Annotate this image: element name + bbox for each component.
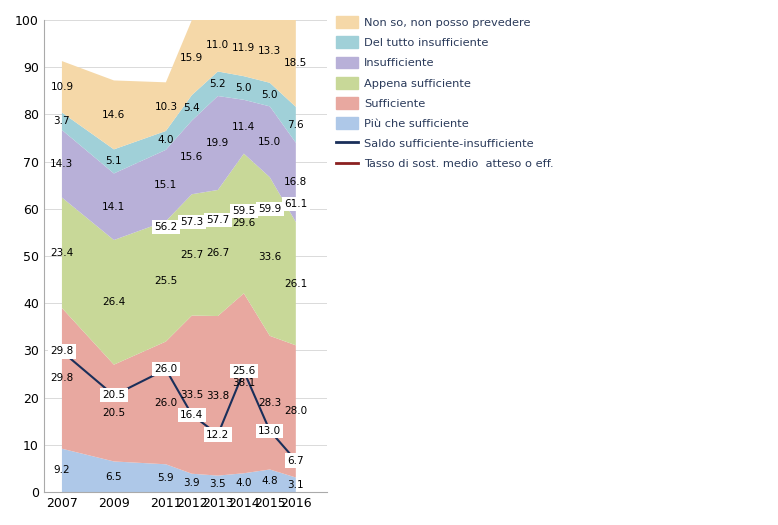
Text: 13.3: 13.3 [258, 46, 282, 56]
Text: 26.7: 26.7 [206, 248, 230, 258]
Text: 20.5: 20.5 [103, 408, 125, 418]
Text: 5.2: 5.2 [209, 79, 226, 89]
Text: 29.8: 29.8 [51, 346, 74, 356]
Text: 5.0: 5.0 [236, 83, 252, 93]
Text: 14.1: 14.1 [102, 202, 125, 212]
Text: 4.8: 4.8 [261, 476, 279, 486]
Text: 3.7: 3.7 [54, 116, 70, 127]
Text: 9.2: 9.2 [54, 466, 70, 476]
Text: 5.0: 5.0 [261, 90, 278, 100]
Text: 16.4: 16.4 [180, 410, 204, 419]
Text: 15.9: 15.9 [180, 52, 204, 62]
Text: 10.3: 10.3 [154, 102, 177, 112]
Text: 6.7: 6.7 [288, 456, 304, 466]
Text: 15.1: 15.1 [154, 181, 177, 191]
Text: 56.2: 56.2 [154, 222, 177, 232]
Text: 4.0: 4.0 [236, 478, 252, 488]
Text: 5.4: 5.4 [184, 103, 200, 113]
Text: 26.0: 26.0 [154, 364, 177, 374]
Text: 13.0: 13.0 [258, 426, 282, 436]
Legend: Non so, non posso prevedere, Del tutto insufficiente, Insufficiente, Appena suff: Non so, non posso prevedere, Del tutto i… [335, 16, 554, 170]
Text: 5.9: 5.9 [158, 473, 174, 483]
Text: 25.5: 25.5 [154, 276, 177, 286]
Text: 3.9: 3.9 [184, 478, 200, 488]
Text: 10.9: 10.9 [51, 82, 73, 92]
Text: 28.0: 28.0 [284, 406, 307, 416]
Text: 11.0: 11.0 [206, 40, 230, 50]
Text: 15.0: 15.0 [258, 137, 282, 147]
Text: 28.3: 28.3 [258, 397, 282, 408]
Text: 20.5: 20.5 [103, 391, 125, 401]
Text: 57.3: 57.3 [180, 217, 204, 227]
Text: 61.1: 61.1 [284, 198, 307, 208]
Text: 29.8: 29.8 [51, 373, 74, 383]
Text: 6.5: 6.5 [106, 472, 122, 482]
Text: 4.0: 4.0 [158, 135, 174, 145]
Text: 3.1: 3.1 [288, 480, 304, 490]
Text: 25.6: 25.6 [232, 366, 255, 376]
Text: 23.4: 23.4 [51, 248, 74, 258]
Text: 57.7: 57.7 [206, 215, 230, 225]
Text: 18.5: 18.5 [284, 58, 307, 68]
Text: 7.6: 7.6 [288, 120, 304, 130]
Text: 25.7: 25.7 [180, 250, 204, 260]
Text: 15.6: 15.6 [180, 152, 204, 162]
Text: 5.1: 5.1 [106, 156, 122, 166]
Text: 33.6: 33.6 [258, 251, 282, 261]
Text: 11.9: 11.9 [232, 43, 255, 53]
Text: 16.8: 16.8 [284, 177, 307, 187]
Text: 19.9: 19.9 [206, 138, 230, 148]
Text: 12.2: 12.2 [206, 429, 230, 439]
Text: 26.1: 26.1 [284, 279, 307, 289]
Text: 26.0: 26.0 [154, 398, 177, 408]
Text: 59.9: 59.9 [258, 204, 282, 214]
Text: 11.4: 11.4 [232, 122, 255, 132]
Text: 26.4: 26.4 [102, 297, 125, 307]
Text: 14.3: 14.3 [51, 159, 74, 169]
Text: 14.6: 14.6 [102, 110, 125, 120]
Text: 38.1: 38.1 [232, 379, 255, 388]
Text: 59.5: 59.5 [232, 206, 255, 216]
Text: 33.5: 33.5 [180, 390, 204, 400]
Text: 29.6: 29.6 [232, 218, 255, 228]
Text: 33.8: 33.8 [206, 391, 230, 401]
Text: 3.5: 3.5 [209, 479, 226, 489]
